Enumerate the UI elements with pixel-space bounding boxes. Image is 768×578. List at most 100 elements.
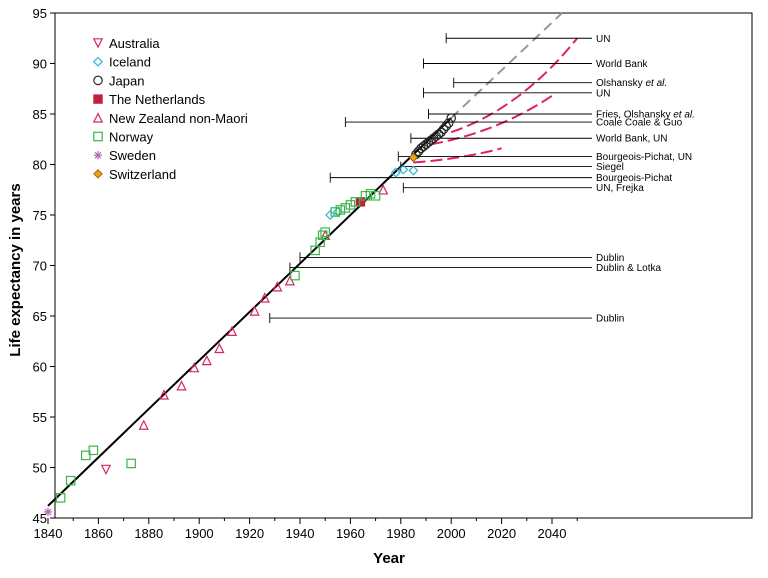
norway-point (65, 475, 76, 486)
norway-point (80, 450, 91, 461)
japan-point (413, 146, 424, 157)
annotation-label: World Bank (596, 59, 649, 70)
annotation-label: Olshansky et al. (596, 78, 667, 89)
x-tick-label: 1920 (235, 526, 264, 541)
annotation-label: UN, Frejka (596, 183, 644, 194)
norway-point (88, 445, 99, 456)
norway-point (317, 230, 328, 240)
legend-label-iceland: Iceland (109, 55, 151, 70)
annotation-label: Dublin (596, 314, 624, 325)
norway-point (340, 203, 351, 213)
x-tick-label: 1840 (34, 526, 63, 541)
legend-label-norway: Norway (109, 130, 154, 145)
iceland-point (390, 167, 401, 178)
new-zealand-non-maori-point (138, 419, 149, 430)
x-tick-label: 1940 (286, 526, 315, 541)
x-axis-label: Year (373, 550, 405, 567)
norway-point (310, 245, 320, 256)
trend-line (47, 117, 452, 507)
annotation-label: World Bank, UN (596, 134, 668, 145)
japan-point (441, 121, 451, 131)
norway-point (290, 270, 300, 281)
y-tick-label: 80 (33, 158, 47, 173)
trend-extension (450, 12, 563, 119)
switzerland-point (408, 152, 419, 163)
legend-marker-sweden (93, 151, 103, 160)
x-tick-label: 2020 (487, 526, 516, 541)
y-tick-label: 45 (33, 511, 47, 526)
norway-point (370, 191, 381, 201)
sweden-point (43, 507, 53, 517)
annotation-label: Dublin (596, 253, 624, 264)
y-tick-label: 55 (33, 410, 47, 425)
x-tick-label: 1900 (185, 526, 214, 541)
legend-label-the-netherlands: The Netherlands (109, 92, 206, 107)
new-zealand-non-maori-point (272, 281, 283, 292)
iceland-point (408, 165, 419, 176)
japan-point (443, 118, 454, 128)
y-tick-label: 60 (33, 360, 47, 375)
y-tick-label: 65 (33, 309, 47, 324)
japan-point (436, 127, 446, 137)
new-zealand-non-maori-point (249, 305, 260, 316)
x-tick-label: 1980 (386, 526, 415, 541)
annotation-label: UN (596, 88, 610, 99)
y-tick-label: 90 (33, 57, 47, 72)
norway-point (126, 458, 136, 469)
x-tick-label: 1860 (84, 526, 113, 541)
norway-point (330, 207, 341, 217)
the-netherlands-point (355, 197, 366, 207)
y-tick-label: 50 (33, 461, 47, 476)
new-zealand-non-maori-point (259, 292, 270, 303)
annotation-label: Bourgeois-Pichat, UN (596, 152, 692, 163)
new-zealand-non-maori-point (377, 184, 389, 195)
norway-point (55, 493, 66, 503)
new-zealand-non-maori-point (176, 380, 187, 391)
legend-marker-new-zealand-non-maori (92, 112, 104, 123)
annotation-label: Siegel (596, 162, 624, 173)
new-zealand-non-maori-point (284, 275, 296, 286)
legend-label-sweden: Sweden (109, 148, 156, 163)
legend-label-new-zealand-non-maori: New Zealand non-Maori (109, 111, 248, 126)
projection-curve (413, 147, 502, 164)
norway-point (350, 197, 361, 207)
annotation-label: Dublin & Lotka (596, 263, 661, 274)
y-tick-label: 70 (33, 259, 47, 274)
annotation-label: Fries, Olshansky et al. (596, 110, 695, 121)
norway-point (320, 227, 330, 237)
norway-point (360, 191, 371, 201)
new-zealand-non-maori-point (158, 389, 170, 400)
y-tick-label: 75 (33, 208, 47, 223)
japan-point (446, 113, 456, 123)
x-tick-label: 1960 (336, 526, 365, 541)
legend-marker-australia (92, 38, 104, 49)
legend-label-australia: Australia (109, 36, 160, 51)
x-tick-label: 1880 (134, 526, 163, 541)
japan-point (433, 129, 444, 139)
legend-label-switzerland: Switzerland (109, 167, 176, 182)
legend-marker-japan (93, 75, 103, 86)
x-tick-label: 2040 (538, 526, 567, 541)
y-tick-label: 85 (33, 107, 47, 122)
legend-marker-switzerland (93, 169, 103, 179)
norway-point (315, 237, 325, 248)
new-zealand-non-maori-point (188, 361, 200, 373)
australia-point (100, 464, 112, 476)
japan-point (438, 124, 449, 134)
annotation-label: UN (596, 34, 610, 45)
annotation-label: Coale Coale & Guo (596, 118, 683, 129)
y-tick-label: 95 (33, 6, 47, 21)
legend-marker-iceland (92, 56, 104, 67)
iceland-point (398, 164, 409, 175)
projection-curve (450, 37, 578, 134)
legend-label-japan: Japan (109, 73, 144, 88)
annotation-label: Bourgeois-Pichat (596, 173, 672, 184)
norway-point (335, 205, 346, 215)
y-axis-label: Life expectancy in years (7, 183, 24, 356)
legend-marker-norway (93, 131, 103, 142)
norway-point (365, 188, 376, 199)
new-zealand-non-maori-point (201, 354, 212, 366)
new-zealand-non-maori-point (214, 342, 225, 354)
x-tick-label: 2000 (437, 526, 466, 541)
